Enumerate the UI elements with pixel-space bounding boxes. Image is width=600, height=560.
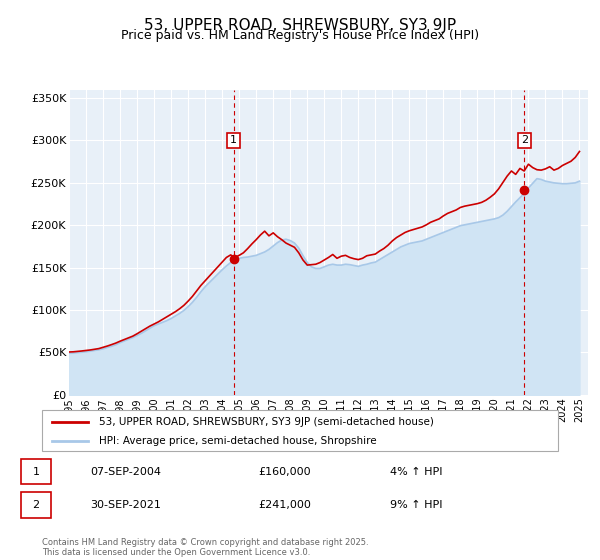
Text: 07-SEP-2004: 07-SEP-2004 — [90, 466, 161, 477]
Text: 2: 2 — [32, 500, 40, 510]
Text: Contains HM Land Registry data © Crown copyright and database right 2025.
This d: Contains HM Land Registry data © Crown c… — [42, 538, 368, 557]
Text: Price paid vs. HM Land Registry's House Price Index (HPI): Price paid vs. HM Land Registry's House … — [121, 29, 479, 42]
Text: HPI: Average price, semi-detached house, Shropshire: HPI: Average price, semi-detached house,… — [99, 436, 376, 446]
Text: £160,000: £160,000 — [258, 466, 311, 477]
Text: 2: 2 — [521, 136, 528, 146]
Text: 53, UPPER ROAD, SHREWSBURY, SY3 9JP: 53, UPPER ROAD, SHREWSBURY, SY3 9JP — [144, 18, 456, 33]
Text: 9% ↑ HPI: 9% ↑ HPI — [390, 500, 443, 510]
Text: 4% ↑ HPI: 4% ↑ HPI — [390, 466, 443, 477]
Text: 30-SEP-2021: 30-SEP-2021 — [90, 500, 161, 510]
Text: £241,000: £241,000 — [258, 500, 311, 510]
Text: 1: 1 — [230, 136, 237, 146]
Text: 1: 1 — [32, 466, 40, 477]
Text: 53, UPPER ROAD, SHREWSBURY, SY3 9JP (semi-detached house): 53, UPPER ROAD, SHREWSBURY, SY3 9JP (sem… — [99, 417, 434, 427]
